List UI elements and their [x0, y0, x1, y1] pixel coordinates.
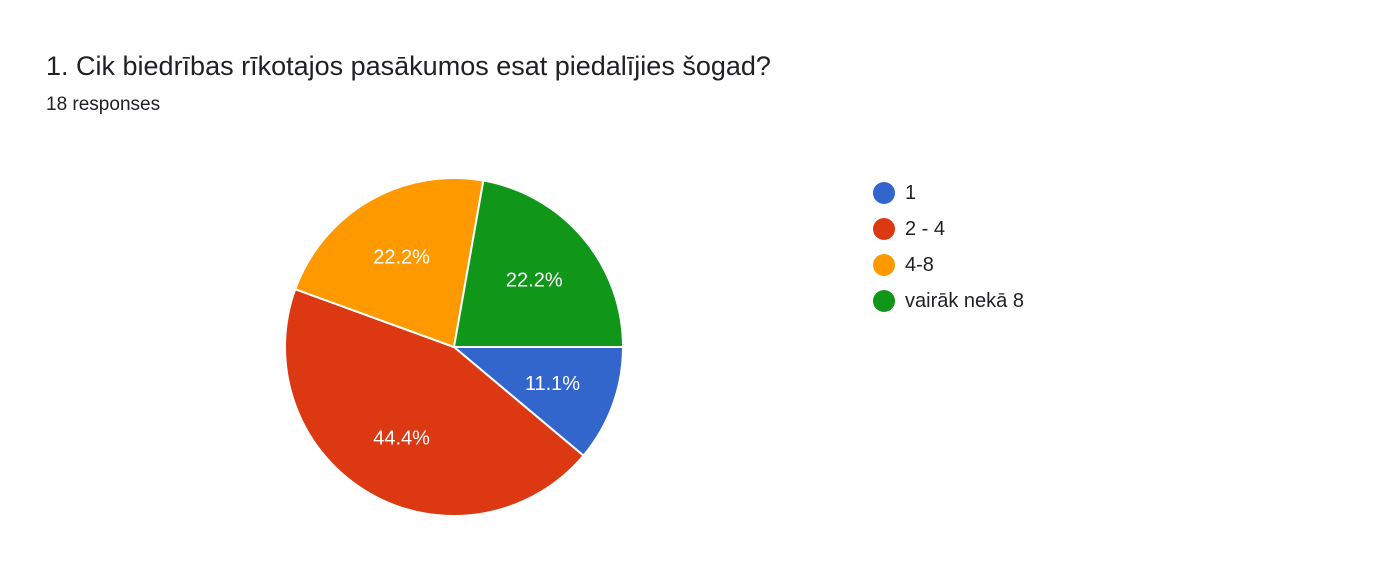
legend-item-2[interactable]: 2 - 4	[873, 211, 1024, 247]
legend-label-2: 2 - 4	[905, 217, 946, 240]
pie-slices	[284, 177, 625, 517]
pie-labels: 11.1% 44.4% 22.2% 22.2%	[373, 246, 580, 449]
pie-slice-3[interactable]	[293, 177, 485, 349]
legend-label-1: 1	[905, 181, 917, 204]
pie-slice-label-1: 11.1%	[525, 373, 580, 395]
pie-slice-1[interactable]	[451, 346, 625, 458]
pie-slice-label-3: 22.2%	[373, 246, 430, 268]
legend-swatch-3	[873, 254, 895, 276]
legend: 1 2 - 4 4-8 vairāk nekā 8	[873, 175, 1024, 319]
legend-swatch-1	[873, 182, 895, 204]
pie-slice-4[interactable]	[452, 179, 625, 348]
legend-label-4: vairāk nekā 8	[905, 289, 1024, 312]
pie-slice-2[interactable]	[284, 287, 585, 517]
legend-label-3: 4-8	[905, 253, 934, 276]
legend-item-1[interactable]: 1	[873, 175, 1024, 211]
question-title: 1. Cik biedrības rīkotajos pasākumos esa…	[46, 51, 771, 81]
legend-swatch-4	[873, 290, 895, 312]
pie-slice-label-2: 44.4%	[373, 428, 430, 450]
legend-item-4[interactable]: vairāk nekā 8	[873, 283, 1024, 319]
response-count: 18 responses	[46, 94, 161, 115]
legend-swatch-2	[873, 218, 895, 240]
pie-slice-label-4: 22.2%	[506, 270, 563, 292]
legend-item-3[interactable]: 4-8	[873, 247, 1024, 283]
